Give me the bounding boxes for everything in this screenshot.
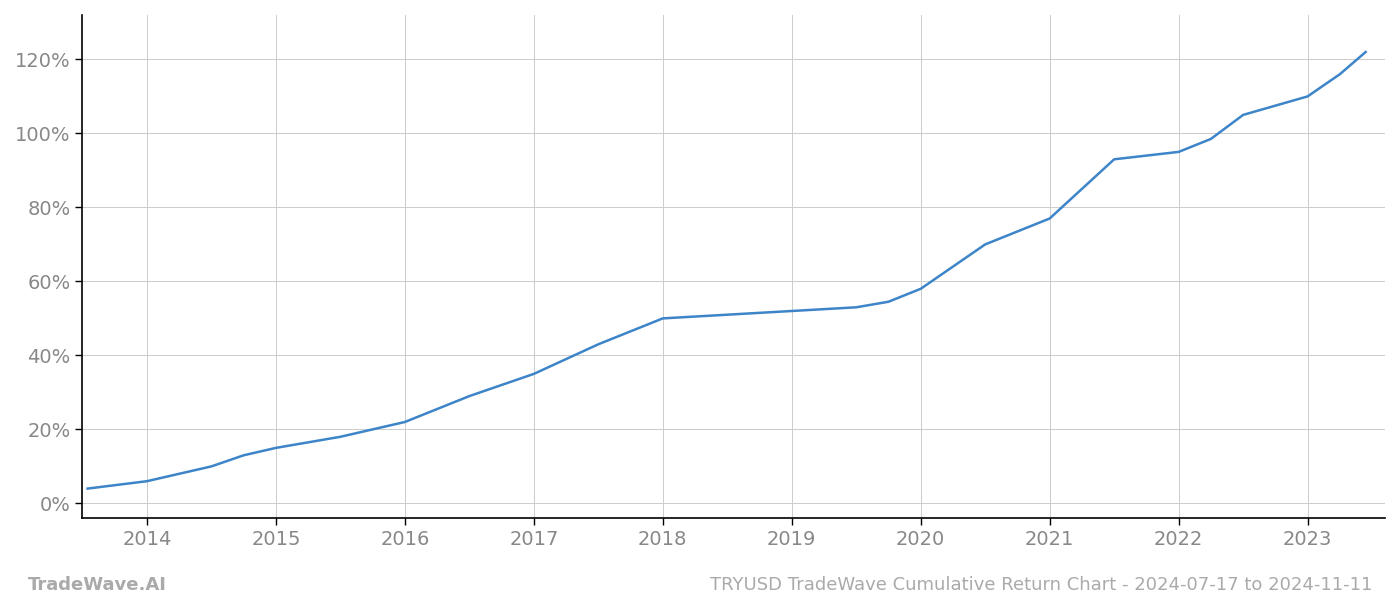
Text: TradeWave.AI: TradeWave.AI xyxy=(28,576,167,594)
Text: TRYUSD TradeWave Cumulative Return Chart - 2024-07-17 to 2024-11-11: TRYUSD TradeWave Cumulative Return Chart… xyxy=(710,576,1372,594)
